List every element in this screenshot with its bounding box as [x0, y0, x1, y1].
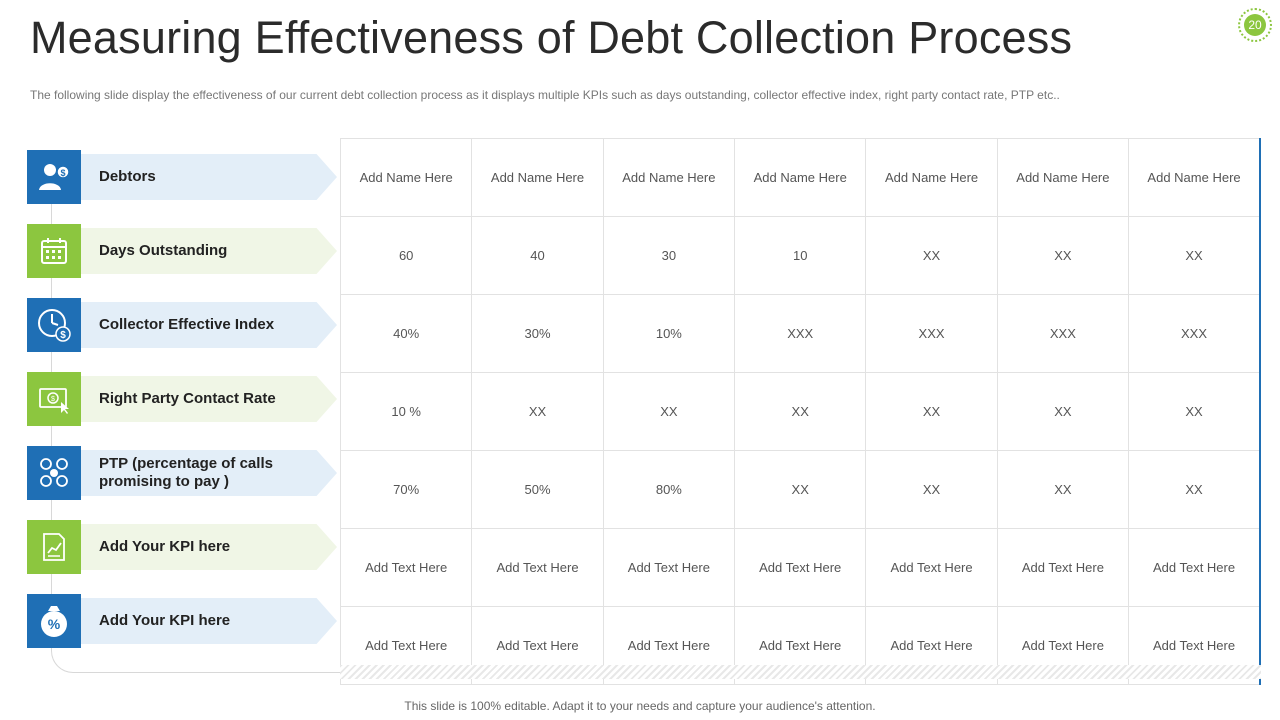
table-header-cell: Add Name Here — [339, 138, 473, 217]
table-header-cell: Add Name Here — [471, 138, 604, 217]
table-header-cell: Add Name Here — [865, 138, 998, 217]
kpi-label-arrow: Days Outstanding — [81, 228, 337, 274]
table-cell: 40% — [339, 294, 473, 373]
table-cell: XX — [865, 450, 998, 529]
table-row: 40% 30% 10% XXX XXX XXX XXX — [339, 294, 1262, 373]
table-cell: XX — [865, 216, 998, 295]
svg-text:$: $ — [60, 168, 65, 178]
table-cell: XX — [1128, 372, 1262, 451]
table-cell: 70% — [339, 450, 473, 529]
kpi-label: Collector Effective Index — [99, 316, 275, 333]
table-cell: Add Text Here — [471, 528, 604, 607]
table-header-cell: Add Name Here — [602, 138, 736, 217]
kpi-label: Add Your KPI here — [99, 612, 231, 629]
kpi-label-arrow: PTP (percentage of calls promising to pa… — [81, 450, 337, 496]
table-cell: Add Text Here — [1128, 528, 1262, 607]
table-cell: Add Text Here — [734, 528, 867, 607]
kpi-label: Add Your KPI here — [99, 538, 231, 555]
table-base-hatch — [340, 665, 1261, 679]
table-cell: Add Text Here — [865, 528, 998, 607]
kpi-data-table: Add Name Here Add Name Here Add Name Here A… — [339, 138, 1262, 685]
calendar-icon — [27, 224, 81, 278]
kpi-label: Debtors — [99, 168, 156, 185]
table-cell: XX — [865, 372, 998, 451]
table-cell: XX — [1128, 216, 1262, 295]
kpi-label-arrow: Collector Effective Index — [81, 302, 337, 348]
table-header-cell: Add Name Here — [734, 138, 867, 217]
table-cell: 80% — [602, 450, 736, 529]
page-title: Measuring Effectiveness of Debt Collecti… — [30, 12, 1073, 63]
table-cell: 30% — [471, 294, 604, 373]
table-cell: 10 — [734, 216, 867, 295]
table-header-cell: Add Name Here — [1128, 138, 1262, 217]
table-row: 60 40 30 10 XX XX XX — [339, 216, 1262, 295]
kpi-label-arrow: Add Your KPI here — [81, 524, 337, 570]
kpi-label-arrow: Debtors — [81, 154, 337, 200]
svg-text:%: % — [48, 616, 61, 632]
page-subtitle: The following slide display the effectiv… — [30, 88, 1060, 102]
report-chart-icon — [27, 520, 81, 574]
clock-dollar-icon: $ — [27, 298, 81, 352]
table-cell: XX — [734, 372, 867, 451]
table-cell: Add Text Here — [996, 528, 1130, 607]
table-cell: XX — [602, 372, 736, 451]
table-cell: 10 % — [339, 372, 473, 451]
table-row: 10 % XX XX XX XX XX XX — [339, 372, 1262, 451]
table-cell: XX — [996, 216, 1130, 295]
table-cell: Add Text Here — [339, 528, 473, 607]
cash-click-icon: $ — [27, 372, 81, 426]
table-row: 70% 50% 80% XX XX XX XX — [339, 450, 1262, 529]
svg-text:$: $ — [60, 330, 66, 341]
footer-note: This slide is 100% editable. Adapt it to… — [404, 699, 876, 713]
global-people-icon — [27, 446, 81, 500]
table-cell: 40 — [471, 216, 604, 295]
debtor-person-icon: $ — [27, 150, 81, 204]
page-number: 20 — [1244, 14, 1266, 36]
kpi-label: Days Outstanding — [99, 242, 228, 259]
table-cell: XXX — [996, 294, 1130, 373]
table-cell: 60 — [339, 216, 473, 295]
table-cell: XX — [996, 450, 1130, 529]
svg-text:$: $ — [51, 396, 55, 403]
table-header-cell: Add Name Here — [996, 138, 1130, 217]
page-number-badge: 20 — [1238, 8, 1272, 42]
table-cell: 50% — [471, 450, 604, 529]
table-cell: XXX — [1128, 294, 1262, 373]
kpi-label: PTP (percentage of calls promising to pa… — [99, 455, 273, 490]
table-cell: 10% — [602, 294, 736, 373]
table-cell: XXX — [734, 294, 867, 373]
kpi-label-arrow: Add Your KPI here — [81, 598, 337, 644]
table-row: Add Text Here Add Text Here Add Text Here A… — [339, 528, 1262, 607]
table-cell: Add Text Here — [602, 528, 736, 607]
table-cell: XX — [734, 450, 867, 529]
kpi-label-arrow: Right Party Contact Rate — [81, 376, 337, 422]
table-cell: XXX — [865, 294, 998, 373]
table-cell: XX — [996, 372, 1130, 451]
table-cell: 30 — [602, 216, 736, 295]
table-cell: XX — [471, 372, 604, 451]
kpi-label: Right Party Contact Rate — [99, 390, 276, 407]
table-header-row: Add Name Here Add Name Here Add Name Here A… — [339, 138, 1262, 217]
percent-bag-icon: % — [27, 594, 81, 648]
table-cell: XX — [1128, 450, 1262, 529]
